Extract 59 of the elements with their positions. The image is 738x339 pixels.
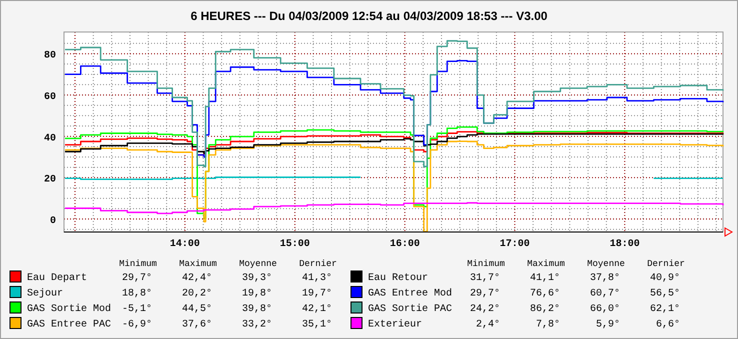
legend-label: Sejour: [27, 288, 64, 300]
text: 37,6°: [182, 320, 212, 330]
legend-label: GAS Entree PAC: [27, 320, 112, 330]
text: 44,5°: [182, 304, 212, 315]
text: 24,2°: [470, 304, 500, 315]
legend-label: Exterieur: [368, 318, 422, 330]
text: 33,2°: [242, 320, 272, 330]
text: 37,8°: [590, 273, 620, 284]
text: Moyenne: [587, 259, 625, 269]
text: 19,8°: [242, 288, 272, 300]
text: Dernier: [647, 259, 685, 269]
text: 86,2°: [530, 304, 560, 315]
legend-label: GAS Entree Mod: [368, 288, 452, 300]
text: 40,9°: [650, 273, 680, 284]
text: 35,1°: [302, 320, 332, 330]
legend-label: GAS Sortie PAC: [368, 303, 452, 315]
text: 19,7°: [302, 288, 332, 300]
text: 42,1°: [302, 304, 332, 315]
y-tick-label: 80: [44, 50, 56, 62]
text: 29,7°: [470, 288, 500, 300]
text: 41,1°: [530, 273, 560, 284]
y-tick-label: 60: [44, 92, 56, 104]
text: 5,9°: [596, 320, 620, 330]
x-tick-label: 15:00: [280, 239, 310, 250]
text: Minimum: [119, 259, 157, 269]
y-tick-label: 40: [44, 133, 56, 144]
text: 39,3°: [242, 273, 272, 284]
text: -5,1°: [122, 304, 152, 315]
text: 41,3°: [302, 273, 332, 284]
text: 20,2°: [182, 288, 212, 300]
text: 6,6°: [656, 320, 680, 330]
x-tick-label: 17:00: [500, 239, 530, 250]
text: 29,7°: [122, 273, 152, 284]
text: Maximum: [527, 259, 565, 269]
legend-label: Eau Retour: [368, 273, 428, 284]
text: 7,8°: [536, 320, 560, 330]
legend-label: Eau Depart: [27, 273, 88, 284]
y-tick-label: 0: [50, 216, 56, 227]
chart-title: 6 HEURES --- Du 04/03/2009 12:54 au 04/03/2009 18:53 --- V3.00: [190, 9, 548, 23]
text: 31,7°: [470, 273, 500, 284]
text: 2,4°: [476, 320, 500, 330]
text: -6,9°: [122, 320, 152, 330]
legend-label: GAS Sortie Mod: [27, 303, 112, 315]
text: 18,8°: [122, 288, 152, 300]
x-tick-label: 16:00: [390, 239, 420, 250]
y-tick-label: 20: [44, 174, 56, 186]
text: 42,4°: [182, 273, 212, 284]
text: 60,7°: [590, 288, 620, 300]
text: Moyenne: [239, 259, 277, 269]
text: 56,5°: [650, 288, 680, 300]
text: Minimum: [467, 259, 505, 269]
x-tick-label: 14:00: [170, 239, 200, 250]
text: 62,1°: [650, 304, 680, 315]
text: Dernier: [299, 259, 337, 269]
x-tick-label: 18:00: [610, 239, 640, 250]
text: 76,6°: [530, 288, 560, 300]
text: 66,0°: [590, 304, 620, 315]
text: Maximum: [179, 259, 217, 269]
text: 39,8°: [242, 304, 272, 315]
